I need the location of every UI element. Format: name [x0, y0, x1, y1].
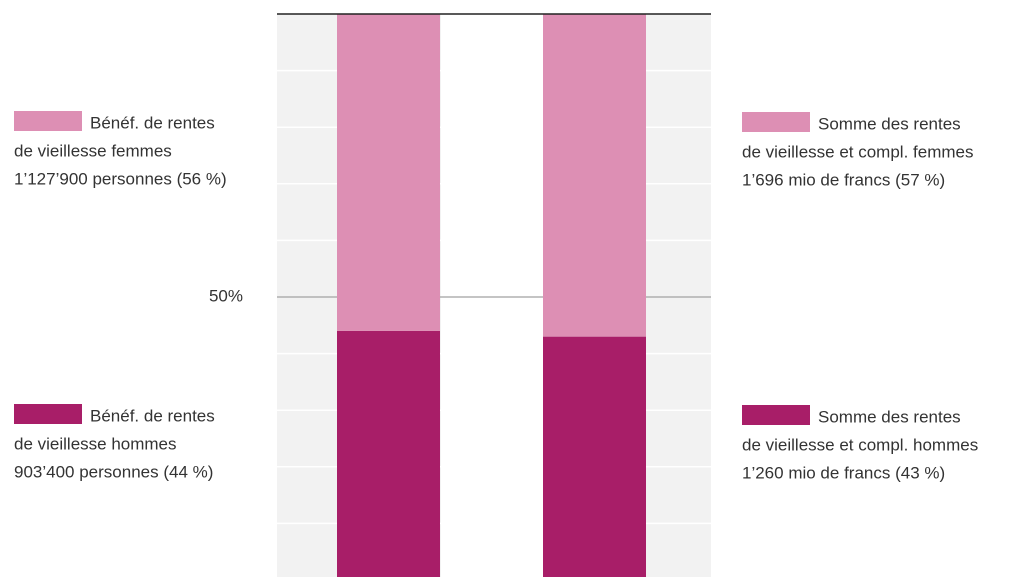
- legend-label: Bénéf. de rentes: [90, 113, 215, 132]
- bar-segment: [543, 14, 646, 337]
- legend-label: 1’260 mio de francs (43 %): [742, 463, 945, 482]
- bar-segment: [337, 330, 440, 577]
- legend-swatch: [14, 111, 82, 131]
- legend-label: de vieillesse et compl. hommes: [742, 435, 978, 454]
- legend-swatch: [742, 112, 810, 132]
- y-tick-label: 50%: [209, 286, 243, 305]
- bar-segment: [543, 336, 646, 577]
- legend-label: Somme des rentes: [818, 114, 961, 133]
- legend-label: Somme des rentes: [818, 407, 961, 426]
- legend-label: de vieillesse et compl. femmes: [742, 142, 973, 161]
- legend-label: de vieillesse femmes: [14, 141, 172, 160]
- legend-label: Bénéf. de rentes: [90, 406, 215, 425]
- legend-swatch: [14, 404, 82, 424]
- legend-label: 1’127’900 personnes (56 %): [14, 169, 227, 188]
- legend-swatch: [742, 405, 810, 425]
- bar-segment: [337, 14, 440, 331]
- plot-band: [441, 14, 543, 577]
- legend-label: de vieillesse hommes: [14, 434, 177, 453]
- legend-label: 1’696 mio de francs (57 %): [742, 170, 945, 189]
- legend-label: 903’400 personnes (44 %): [14, 462, 213, 481]
